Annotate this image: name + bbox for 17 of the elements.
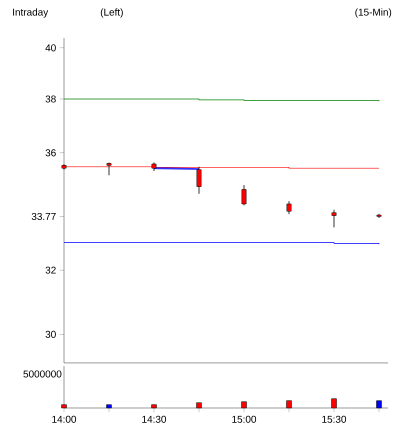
- candlestick: [242, 184, 246, 206]
- x-tick-label: 14:00: [52, 416, 76, 423]
- y-tick-label: 33.77: [32, 212, 56, 220]
- x-tick-label: 14:30: [142, 416, 166, 423]
- y-tick-label: 32: [46, 266, 56, 274]
- text: (Left): [100, 8, 123, 18]
- y-tick-label: 30: [46, 330, 56, 338]
- y-tick-label: 36: [46, 149, 56, 156]
- candlestick: [332, 209, 336, 228]
- text: 5000000: [23, 370, 62, 378]
- text: (15-Min): [355, 8, 392, 18]
- chart-title: Intraday: [13, 8, 48, 18]
- y-tick-label: 40: [45, 44, 56, 52]
- candlestick: [286, 200, 292, 215]
- x-tick-label: 15:30: [322, 416, 346, 423]
- y-tick-label: 38: [46, 95, 56, 103]
- x-tick-label: 15:00: [232, 416, 256, 423]
